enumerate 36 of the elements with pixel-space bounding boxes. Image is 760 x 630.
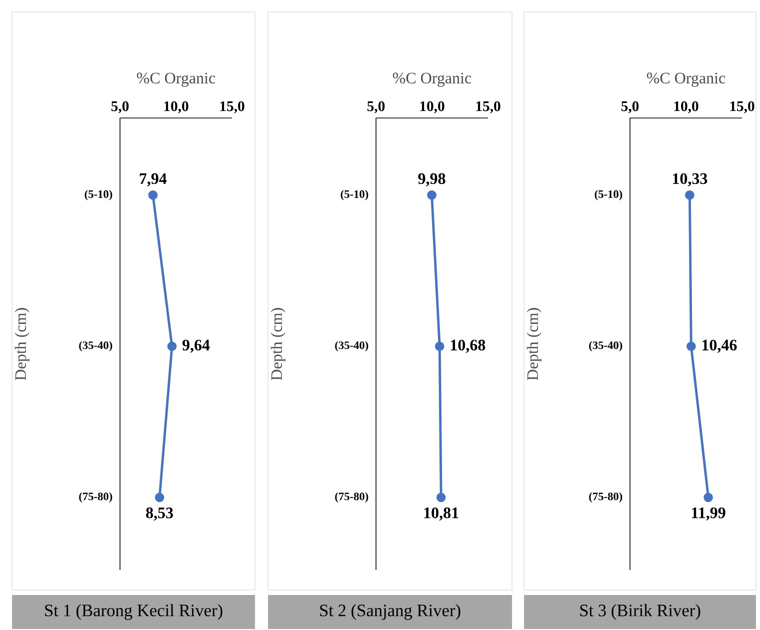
x-axis-title: %C Organic <box>136 72 216 87</box>
data-label: 9,64 <box>182 340 210 353</box>
data-label: 10,68 <box>450 340 486 353</box>
x-tick-label: 10,0 <box>420 101 444 114</box>
x-tick-label: 5,0 <box>621 101 639 114</box>
data-label: 10,81 <box>424 507 458 521</box>
y-tick-label: (5-10) <box>84 190 112 200</box>
x-tick-label: 15,0 <box>730 101 754 114</box>
text: St 3 (Birik River) <box>580 604 700 620</box>
x-tick-label: 5,0 <box>367 101 385 114</box>
x-tick-label: 10,0 <box>674 101 698 114</box>
y-tick-label: (75-80) <box>589 492 622 503</box>
x-tick-label: 15,0 <box>476 101 500 114</box>
y-axis-title: Depth (cm) <box>526 308 542 380</box>
y-tick-label: (5-10) <box>340 190 368 200</box>
text: St 2 (Sanjang River) <box>320 604 460 620</box>
data-label: 9,98 <box>418 173 446 186</box>
x-tick-label: 15,0 <box>220 101 244 114</box>
x-tick-label: 10,0 <box>164 101 188 114</box>
data-label: 8,53 <box>146 507 173 521</box>
y-tick-label: (75-80) <box>335 492 368 503</box>
data-label: 10,46 <box>702 340 737 353</box>
y-tick-label: (5-10) <box>594 190 622 200</box>
data-label: 11,99 <box>692 507 726 521</box>
y-tick-label: (75-80) <box>79 492 112 503</box>
y-axis-title: Depth (cm) <box>14 308 30 380</box>
y-axis-title: Depth (cm) <box>270 308 286 380</box>
data-label: 10,33 <box>672 173 708 186</box>
text: St 1 (Barong Kecil River) <box>45 604 222 620</box>
y-tick-label: (35-40) <box>79 341 112 352</box>
x-axis-title: %C Organic <box>646 72 726 87</box>
y-tick-label: (35-40) <box>589 341 622 352</box>
x-axis-title: %C Organic <box>392 72 472 87</box>
y-tick-label: (35-40) <box>335 341 368 352</box>
x-tick-label: 5,0 <box>111 101 129 114</box>
data-label: 7,94 <box>140 173 167 186</box>
